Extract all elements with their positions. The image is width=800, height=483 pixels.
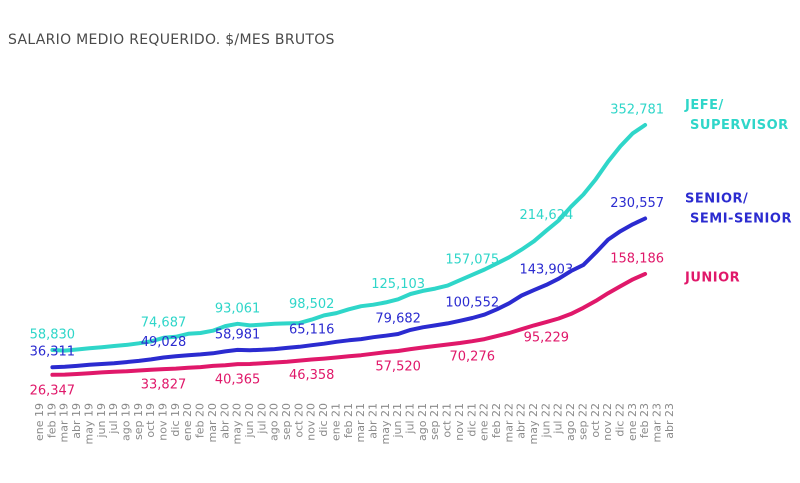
x-tick-label: oct 21: [441, 403, 454, 438]
data-label: 70,276: [450, 350, 496, 365]
chart-title: SALARIO MEDIO REQUERIDO. $/MES BRUTOS: [8, 32, 335, 48]
x-tick-label: abr 21: [366, 403, 379, 439]
data-label: 352,781: [610, 103, 664, 118]
x-tick-label: sep 19: [132, 403, 145, 440]
x-tick-label: jun 22: [539, 403, 552, 439]
x-tick-label: feb 19: [45, 403, 58, 438]
data-label: 46,358: [289, 368, 335, 383]
x-tick-label: oct 20: [292, 403, 305, 438]
x-tick-label: ago 21: [416, 403, 429, 441]
x-tick-label: sep 21: [428, 403, 441, 440]
data-label: 95,229: [524, 331, 570, 346]
x-tick-label: dic 21: [465, 403, 478, 437]
data-label: 58,830: [30, 327, 76, 342]
x-tick-label: jul 21: [404, 403, 417, 435]
x-tick-label: jul 20: [255, 403, 268, 435]
data-label: 98,502: [289, 297, 335, 312]
x-tick-label: sep 22: [576, 403, 589, 440]
data-label: 49,028: [141, 335, 187, 350]
legend-label: JEFE/ SUPERVISOR: [684, 98, 789, 133]
x-tick-label: may 21: [379, 403, 392, 444]
x-tick-label: abr 20: [218, 403, 231, 439]
x-tick-label: oct 19: [144, 403, 157, 438]
series-line: [50, 271, 648, 377]
x-tick-label: mar 23: [651, 403, 664, 442]
x-tick-label: abr 22: [515, 403, 528, 439]
data-label: 58,981: [215, 327, 261, 342]
data-label: 33,827: [141, 378, 187, 393]
x-tick-label: mar 21: [354, 403, 367, 442]
data-label: 36,311: [30, 345, 76, 360]
x-tick-label: may 22: [527, 403, 540, 444]
x-tick-label: oct 22: [589, 403, 602, 438]
x-tick-label: dic 22: [613, 403, 626, 437]
x-tick-label: ene 21: [329, 403, 342, 441]
series-line: [50, 123, 648, 353]
data-label: 143,903: [519, 262, 573, 277]
x-tick-label: jun 20: [243, 403, 256, 439]
data-label: 65,116: [289, 323, 335, 338]
x-tick-label: abr 23: [663, 403, 676, 439]
x-tick-label: sep 20: [280, 403, 293, 440]
data-label: 93,061: [215, 301, 261, 316]
data-label: 214,624: [519, 208, 573, 223]
x-tick-label: jul 22: [552, 403, 565, 435]
x-tick-label: feb 22: [490, 403, 503, 438]
data-label: 125,103: [371, 277, 425, 292]
x-tick-label: mar 20: [206, 403, 219, 442]
x-tick-label: feb 23: [638, 403, 651, 438]
data-label: 57,520: [375, 359, 421, 374]
data-label: 79,682: [375, 312, 421, 327]
x-tick-label: mar 22: [502, 403, 515, 442]
x-tick-label: ene 23: [626, 403, 639, 441]
x-tick-label: ene 22: [478, 403, 491, 441]
x-tick-label: jun 19: [95, 403, 108, 439]
x-tick-label: ago 22: [564, 403, 577, 441]
x-tick-label: ene 19: [33, 403, 46, 441]
series-line: [50, 216, 648, 370]
legend-label: SENIOR/ SEMI-SENIOR: [685, 191, 792, 226]
x-tick-label: dic 19: [169, 403, 182, 437]
data-label: 100,552: [445, 296, 499, 311]
x-tick-label: mar 19: [58, 403, 71, 442]
x-tick-label: ago 20: [268, 403, 281, 441]
x-tick-label: abr 19: [70, 403, 83, 439]
x-tick-label: ago 19: [119, 403, 132, 441]
data-label: 158,186: [610, 251, 664, 266]
x-tick-label: feb 20: [194, 403, 207, 438]
data-label: 40,365: [215, 373, 261, 388]
x-tick-label: jun 21: [391, 403, 404, 439]
data-label: 74,687: [141, 315, 187, 330]
x-tick-label: ene 20: [181, 403, 194, 441]
data-label: 157,075: [445, 252, 499, 267]
x-tick-label: nov 22: [601, 403, 614, 441]
x-tick-label: may 20: [231, 403, 244, 444]
x-tick-label: dic 20: [317, 403, 330, 437]
x-tick-label: feb 21: [342, 403, 355, 438]
legend-label: JUNIOR: [684, 270, 740, 285]
x-tick-label: may 19: [82, 403, 95, 444]
x-tick-label: nov 21: [453, 403, 466, 441]
x-tick-label: nov 19: [157, 403, 170, 441]
data-label: 230,557: [610, 196, 664, 211]
data-label: 26,347: [30, 383, 76, 398]
x-tick-label: jul 19: [107, 403, 120, 435]
x-tick-label: nov 20: [305, 403, 318, 441]
